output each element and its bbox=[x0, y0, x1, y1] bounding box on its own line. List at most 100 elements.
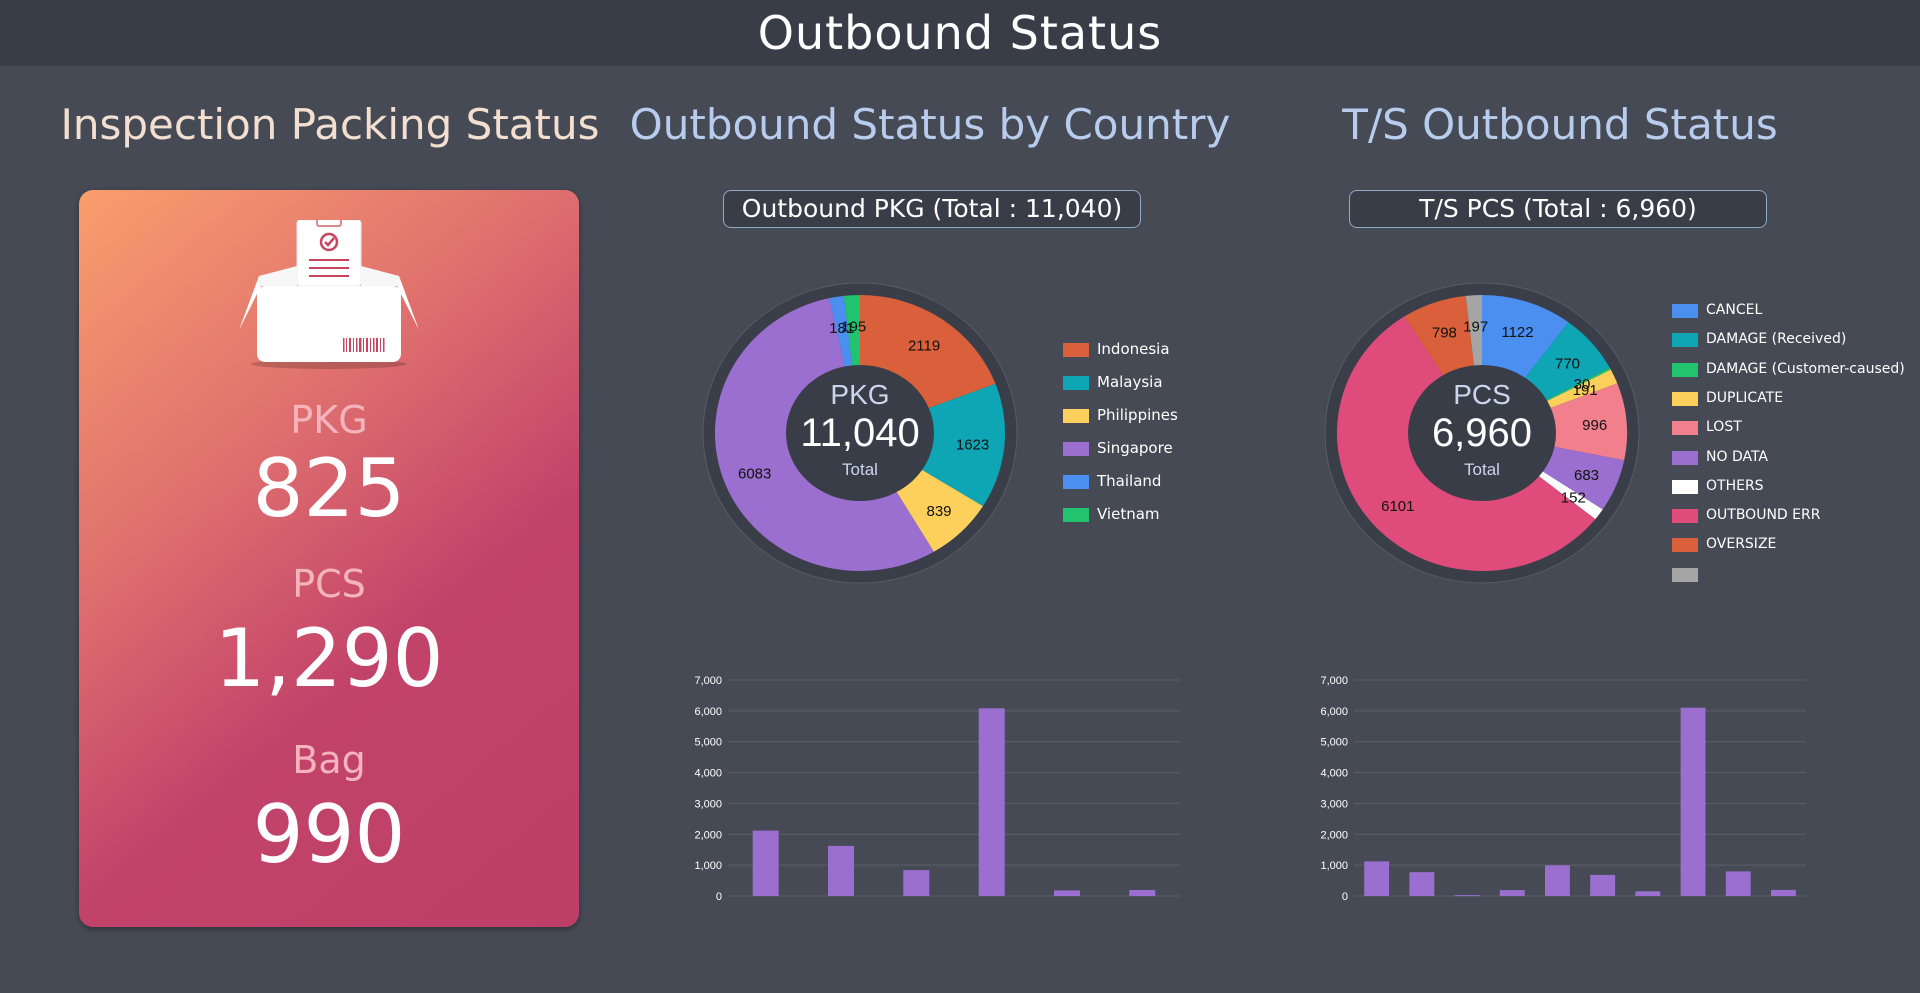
ts-center-sub: Total bbox=[1464, 460, 1500, 479]
pie-label-1-4: 996 bbox=[1582, 417, 1607, 434]
legend-label: OUTBOUND ERR bbox=[1706, 507, 1821, 524]
legend-swatch bbox=[1672, 567, 1698, 582]
y-tick-label: 1,000 bbox=[694, 860, 722, 872]
bar-3-7 bbox=[1680, 707, 1706, 896]
bar-3-4 bbox=[1545, 865, 1570, 896]
bar-2-5 bbox=[1129, 890, 1156, 896]
y-tick-label: 6,000 bbox=[694, 706, 722, 718]
pie-label-0-4: 181 bbox=[829, 320, 854, 337]
y-tick-label: 5,000 bbox=[1320, 737, 1348, 749]
ts-bar-chart: 0 1,000 2,000 3,000 4,000 5,000 6,000 7,000 bbox=[1320, 675, 1806, 903]
country-center-value: 11,040 bbox=[800, 411, 919, 455]
legend-swatch bbox=[1672, 333, 1698, 348]
bar-2-4 bbox=[1054, 890, 1080, 896]
y-tick-label: 4,000 bbox=[694, 768, 722, 780]
country-legend: Indonesia Malaysia Philippines Singapore Tha… bbox=[1063, 340, 1213, 523]
y-tick-label: 7,000 bbox=[694, 675, 722, 687]
ts-total-pill: T/S PCS (Total : 6,960) bbox=[1349, 190, 1767, 228]
bar-3-9 bbox=[1771, 889, 1796, 896]
legend-label: OTHERS bbox=[1706, 477, 1764, 494]
legend-label: Philippines bbox=[1097, 406, 1178, 424]
country-center-sub: Total bbox=[842, 460, 878, 479]
pie-label-1-5: 683 bbox=[1574, 467, 1599, 484]
pie-label-1-2: 30 bbox=[1574, 376, 1591, 393]
pie-label-0-1: 1623 bbox=[956, 436, 989, 453]
inspection-title: Inspection Packing Status bbox=[60, 100, 600, 149]
bar-3-1 bbox=[1409, 872, 1435, 896]
country-total-pill: Outbound PKG (Total : 11,040) bbox=[723, 190, 1141, 228]
y-tick-label: 0 bbox=[716, 891, 722, 903]
y-tick-label: 3,000 bbox=[694, 798, 722, 810]
pie-label-0-2: 839 bbox=[926, 503, 951, 520]
bar-3-8 bbox=[1725, 871, 1751, 896]
legend-label: Malaysia bbox=[1097, 373, 1163, 391]
legend-label: Vietnam bbox=[1097, 505, 1160, 523]
pie-label-1-7: 6101 bbox=[1381, 498, 1414, 515]
country-title: Outbound Status by Country bbox=[629, 100, 1231, 149]
pie-label-1-8: 798 bbox=[1432, 325, 1457, 342]
legend-label: DAMAGE (Received) bbox=[1706, 331, 1847, 348]
legend-swatch bbox=[1063, 376, 1089, 390]
ts-center-value: 6,960 bbox=[1432, 411, 1532, 455]
y-tick-label: 4,000 bbox=[1320, 768, 1348, 780]
legend-swatch bbox=[1063, 409, 1089, 423]
pie-label-1-1: 770 bbox=[1555, 356, 1580, 373]
pie-label-0-3: 6083 bbox=[738, 465, 771, 482]
bar-3-6 bbox=[1635, 891, 1661, 896]
bar-3-0 bbox=[1364, 861, 1390, 896]
pkg-label: PKG bbox=[290, 398, 368, 442]
y-tick-label: 1,000 bbox=[1320, 860, 1348, 872]
bar-3-5 bbox=[1590, 874, 1616, 896]
legend-label: DAMAGE (Customer-caused) bbox=[1706, 360, 1905, 377]
bar-3-2 bbox=[1454, 895, 1480, 897]
y-tick-label: 3,000 bbox=[1320, 798, 1348, 810]
inspection-card: PKG 825 PCS 1,290 Bag 990 bbox=[79, 190, 579, 927]
bar-2-0 bbox=[752, 830, 779, 896]
y-tick-label: 6,000 bbox=[1320, 706, 1348, 718]
legend-swatch bbox=[1672, 421, 1698, 436]
legend-swatch bbox=[1672, 391, 1698, 406]
bag-label: Bag bbox=[292, 738, 366, 782]
bar-2-3 bbox=[978, 708, 1005, 896]
legend-label: Thailand bbox=[1097, 472, 1162, 490]
legend-label: DUPLICATE bbox=[1706, 389, 1784, 406]
pcs-value: 1,290 bbox=[214, 612, 444, 705]
legend-label: LOST bbox=[1706, 419, 1742, 436]
bar-2-1 bbox=[828, 845, 854, 896]
page-title: Outbound Status bbox=[757, 6, 1163, 60]
legend-label: NO DATA bbox=[1706, 448, 1769, 465]
ts-title: T/S Outbound Status bbox=[1342, 100, 1778, 149]
y-tick-label: 7,000 bbox=[1320, 675, 1348, 687]
legend-swatch bbox=[1672, 538, 1698, 553]
pie-label-1-6: 152 bbox=[1561, 490, 1586, 507]
pie-label-0-0: 2119 bbox=[908, 337, 940, 354]
bar-3-3 bbox=[1499, 890, 1525, 896]
legend-swatch bbox=[1672, 509, 1698, 524]
pie-label-1-0: 1122 bbox=[1501, 324, 1533, 341]
legend-label: CANCEL bbox=[1706, 302, 1763, 318]
pie-label-1-3: 191 bbox=[1573, 382, 1598, 399]
legend-swatch bbox=[1063, 475, 1089, 489]
legend-swatch bbox=[1672, 450, 1698, 465]
legend-swatch bbox=[1063, 343, 1089, 357]
pcs-label: PCS bbox=[292, 562, 366, 606]
pie-label-1-9: 197 bbox=[1463, 319, 1488, 336]
legend-label: OVERSIZE bbox=[1706, 536, 1777, 553]
pkg-value: 825 bbox=[252, 442, 406, 535]
header-bar: Outbound Status bbox=[0, 0, 1920, 66]
y-tick-label: 2,000 bbox=[694, 829, 722, 841]
legend-swatch bbox=[1672, 304, 1698, 318]
legend-swatch bbox=[1672, 479, 1698, 494]
legend-swatch bbox=[1672, 362, 1698, 377]
package-box-icon bbox=[239, 220, 419, 369]
ts-legend: CANCEL DAMAGE (Received) DAMAGE (Customer-… bbox=[1672, 302, 1912, 593]
legend-label: Singapore bbox=[1097, 439, 1173, 457]
legend-swatch bbox=[1063, 442, 1089, 456]
legend-swatch bbox=[1063, 508, 1089, 522]
pie-label-0-5: 195 bbox=[841, 319, 866, 336]
legend-label: Indonesia bbox=[1097, 340, 1170, 358]
country-bar-chart: 0 1,000 2,000 3,000 4,000 5,000 6,000 7,000 bbox=[694, 675, 1180, 903]
ts-center-label: PCS bbox=[1453, 379, 1511, 410]
